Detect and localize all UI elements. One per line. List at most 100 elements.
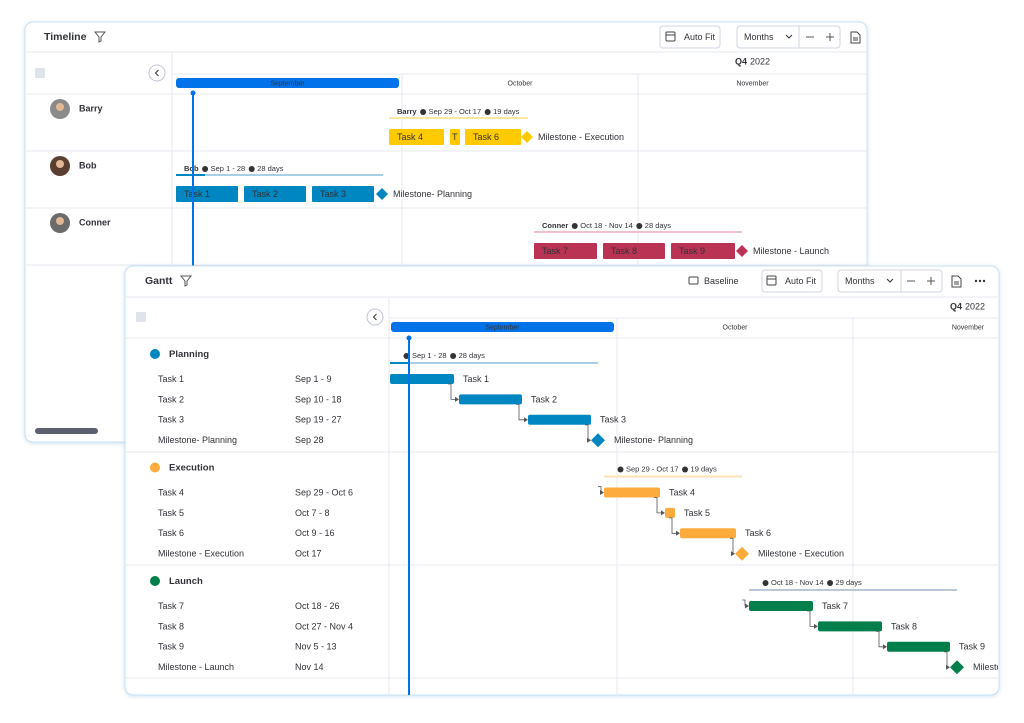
task-bar[interactable] <box>534 243 597 259</box>
arrow-head <box>587 437 591 443</box>
scale-select[interactable]: Months <box>744 32 774 42</box>
summary-duration: 28 days <box>257 164 284 173</box>
gantt-chart: Sep 1 - 28 28 days Task 1 Task 2 Task 3 Miles… <box>390 351 998 675</box>
task-bar[interactable] <box>244 186 306 202</box>
dot <box>571 223 578 229</box>
task-bar[interactable] <box>176 186 238 202</box>
item-name: Milestone - Launch <box>158 662 234 672</box>
more-icon[interactable] <box>978 279 982 283</box>
group-name: Planning <box>169 349 209 360</box>
task-bar[interactable] <box>680 528 736 539</box>
task-bar[interactable] <box>390 374 454 384</box>
bar-label: Task 5 <box>684 508 710 518</box>
bar-label: Task 2 <box>531 394 557 404</box>
task-bar[interactable] <box>528 414 591 425</box>
milestone-label: Milestone- Planning <box>393 189 472 199</box>
export-icon[interactable] <box>951 275 962 288</box>
task-bar[interactable] <box>749 601 813 611</box>
group-name: Launch <box>169 576 203 587</box>
baseline[interactable]: Baseline <box>704 276 739 286</box>
arrow-head <box>883 644 887 650</box>
item-dates: Sep 10 - 18 <box>295 394 342 404</box>
task-bar[interactable] <box>603 243 665 259</box>
bar-label: Task 9 <box>959 642 985 652</box>
button[interactable] <box>761 269 823 293</box>
filter-icon[interactable] <box>179 275 193 287</box>
item-dates: Oct 18 - 26 <box>295 601 340 611</box>
quarter: Q4 <box>950 301 962 311</box>
bar-label: Task 1 <box>463 374 489 384</box>
arrow-head <box>676 530 680 536</box>
select[interactable] <box>736 25 841 49</box>
auto-fit[interactable]: Auto Fit <box>785 276 817 286</box>
group-dot <box>150 576 160 586</box>
quarter: Q4 <box>735 56 747 66</box>
dependency-arrow <box>807 610 816 627</box>
item-dates: Sep 28 <box>295 435 324 445</box>
summary-dates: Oct 18 - Nov 14 <box>580 221 633 230</box>
month-label: September <box>485 324 520 331</box>
today-dot <box>190 90 196 96</box>
task-bar[interactable] <box>665 507 675 518</box>
item-dates: Nov 14 <box>295 662 324 672</box>
summary-duration: 29 days <box>836 578 863 587</box>
summary-dates: Sep 29 - Oct 17 <box>626 464 679 473</box>
item-dates: Sep 1 - 9 <box>295 374 332 384</box>
bar-label: Milestone- Planning <box>614 435 693 445</box>
export-icon[interactable] <box>850 31 861 44</box>
calendar-icon <box>766 275 777 286</box>
group-dot <box>150 349 160 359</box>
task-bar[interactable] <box>671 243 735 259</box>
summary-duration: 28 days <box>645 221 672 230</box>
task-bar[interactable] <box>604 487 660 498</box>
arrow-head <box>814 623 818 629</box>
task-label: T <box>452 132 458 142</box>
task-bar[interactable] <box>312 186 374 202</box>
item-dates: Oct 17 <box>295 549 322 559</box>
chevron <box>785 34 793 39</box>
task-bar[interactable] <box>887 641 950 652</box>
collapse-button[interactable] <box>148 64 166 82</box>
task-bar[interactable] <box>818 621 882 632</box>
auto-fit[interactable]: Auto Fit <box>684 32 716 42</box>
milestone-diamond <box>736 245 748 257</box>
collapse-button[interactable] <box>366 308 384 326</box>
bar-label: Task 4 <box>669 487 695 497</box>
arrow-head <box>731 551 735 557</box>
task-bar[interactable] <box>389 129 444 145</box>
baseline-icon[interactable] <box>688 276 699 285</box>
item-name: Milestone- Planning <box>158 435 237 445</box>
task-label: Task 6 <box>473 132 499 142</box>
person-name: Barry <box>79 103 103 113</box>
collapse-icon[interactable] <box>136 312 146 322</box>
task-bar[interactable] <box>465 129 521 145</box>
task-bar[interactable] <box>459 394 522 405</box>
scrollbar[interactable] <box>35 428 98 434</box>
task-label: Task 8 <box>611 246 637 256</box>
filter-icon[interactable] <box>93 31 107 43</box>
arrow-head <box>524 417 528 423</box>
task-bar[interactable] <box>450 129 460 145</box>
task-label: Task 3 <box>320 189 346 199</box>
bar-label: Task 8 <box>891 621 917 631</box>
chevron <box>372 313 377 321</box>
scale-select[interactable]: Months <box>845 276 875 286</box>
current-month <box>391 322 614 332</box>
task-label: Task 7 <box>542 246 568 256</box>
arrow-head <box>455 396 459 402</box>
summary-dates: Oct 18 - Nov 14 <box>771 578 824 587</box>
item-name: Task 7 <box>158 601 184 611</box>
dot <box>827 580 834 586</box>
bar-label: Task 3 <box>600 415 626 425</box>
milestone-label: Milestone - Execution <box>538 132 624 142</box>
more-icon[interactable] <box>974 279 978 283</box>
arrow-head <box>745 603 749 609</box>
group-dot <box>150 462 160 473</box>
item-dates: Sep 29 - Oct 6 <box>295 487 353 497</box>
collapse-icon[interactable] <box>35 68 45 78</box>
more-icon[interactable] <box>982 279 986 283</box>
button[interactable] <box>659 25 721 49</box>
select[interactable] <box>837 269 943 293</box>
